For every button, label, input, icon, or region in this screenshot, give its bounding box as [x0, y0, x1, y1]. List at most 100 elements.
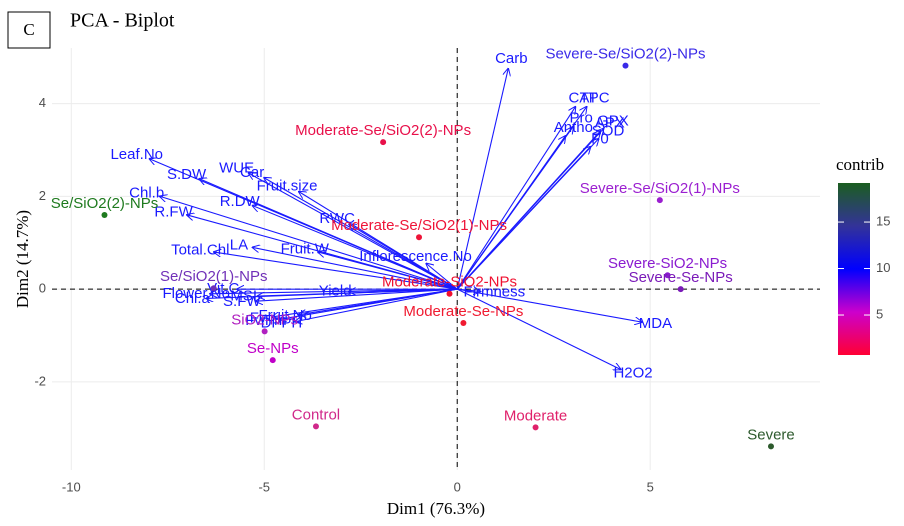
variable-arrow: [456, 107, 575, 290]
chart-title: PCA - Biplot: [70, 10, 175, 32]
variable-arrow: [456, 288, 620, 369]
variable-label: Carb: [495, 50, 528, 67]
variable-label: RWC: [319, 210, 355, 227]
variable-label: Inflorescence.No: [359, 248, 472, 265]
legend-title: contrib: [836, 155, 884, 174]
y-tick-label: 4: [39, 95, 46, 110]
y-tick-label: 2: [39, 188, 46, 203]
x-tick-label: 0: [454, 479, 461, 494]
individual-point: [210, 285, 217, 292]
variable-label: Antho: [554, 119, 593, 136]
variable-arrow: [349, 224, 458, 290]
variable-label: Fv.Fm: [245, 312, 286, 329]
individual-label: Moderate-Se/SiO2(2)-NPs: [295, 122, 471, 139]
y-axis-title: Dim2 (14.7%): [13, 210, 32, 308]
variable-label: TPC: [580, 90, 610, 107]
variable-arrow: [456, 69, 508, 290]
y-tick-label: 0: [39, 281, 46, 296]
variable-arrow: [199, 179, 458, 290]
variable-label: Fruit.size: [257, 177, 318, 194]
panel-box: [7, 11, 51, 49]
variable-label: Firmness: [463, 283, 525, 300]
individual-label: Se-NPs: [247, 340, 299, 357]
variable-arrow: [426, 264, 458, 290]
individual-point: [101, 211, 108, 218]
individual-label: Se/SiO2(2)-NPs: [51, 195, 159, 212]
individual-point: [622, 62, 629, 69]
variable-label: R.DW: [220, 193, 261, 210]
variable-arrow: [456, 131, 600, 290]
variable-label: CAT: [568, 89, 597, 106]
individual-point: [656, 197, 663, 204]
x-tick-label: -10: [62, 479, 81, 494]
variable-label: R.FW: [154, 203, 193, 220]
individual-label: Severe: [747, 426, 795, 443]
x-tick-label: -5: [258, 479, 270, 494]
colorbar-tick-label: 10: [876, 260, 890, 275]
variable-label: Total.Chl: [171, 242, 229, 259]
individual-label: Severe-Se-NPs: [629, 269, 733, 286]
individual-label: Moderate: [504, 407, 567, 424]
variable-label: LA: [230, 236, 248, 253]
variable-label: Fruit.W: [281, 240, 330, 257]
variable-label: Pro: [569, 110, 592, 127]
individual-label: Moderate-Se/SiO2(1)-NPs: [331, 217, 507, 234]
variable-arrow: [256, 288, 458, 301]
variable-label: Vit.C: [207, 280, 239, 297]
variable-arrow: [456, 147, 590, 290]
variable-label: APX: [595, 115, 625, 132]
variable-label: Leaf.No: [110, 146, 163, 163]
individual-point: [532, 424, 539, 431]
variable-label: WUE: [219, 159, 254, 176]
x-axis-title: Dim1 (76.3%): [387, 499, 485, 518]
variable-label: F0: [591, 130, 609, 147]
individual-point: [460, 319, 467, 326]
individual-point: [269, 357, 276, 364]
variable-label: Car: [240, 164, 264, 181]
colorbar-tick-label: 15: [876, 213, 890, 228]
individual-point: [767, 443, 774, 450]
individual-label: Se/SiO2(1)-NPs: [160, 268, 268, 285]
y-tick-label: -2: [34, 373, 46, 388]
individual-point: [677, 286, 684, 293]
variable-arrow: [210, 288, 458, 294]
individual-point: [380, 139, 387, 146]
variable-label: Fv: [250, 309, 267, 326]
variable-label: SOD: [592, 123, 625, 140]
variable-arrow: [214, 252, 458, 290]
variable-arrow: [295, 288, 458, 321]
individual-point: [416, 234, 423, 241]
individual-point: [664, 272, 671, 279]
individual-label: SiO2-NPs: [231, 311, 298, 328]
variable-arrow: [160, 196, 458, 290]
variable-arrow: [253, 206, 458, 290]
variable-label: GPX: [597, 112, 629, 129]
variable-arrow: [206, 288, 458, 298]
variable-arrow: [264, 178, 458, 290]
individual-point: [261, 328, 268, 335]
individual-label: Moderate-Se-NPs: [403, 303, 523, 320]
variable-arrow: [457, 289, 480, 291]
x-tick-label: 5: [647, 479, 654, 494]
variable-arrow: [253, 247, 458, 290]
individual-point: [446, 290, 453, 297]
individual-point: [312, 423, 319, 430]
variable-label: MDA: [639, 315, 672, 332]
individual-label: Moderate-SiO2-NPs: [382, 274, 517, 291]
variable-label: Chl.a: [175, 290, 211, 307]
individual-label: Severe-Se/SiO2(1)-NPs: [580, 180, 740, 197]
variable-label: Chl.b: [129, 184, 164, 201]
individual-label: Severe-SiO2-NPs: [608, 255, 727, 272]
variable-arrow: [456, 136, 565, 290]
variable-arrow: [318, 252, 458, 290]
variable-label: H2O2: [613, 365, 652, 382]
colorbar-tick-label: 5: [876, 306, 883, 321]
variable-arrow: [272, 288, 458, 317]
variable-arrow: [457, 288, 641, 322]
variable-label: S.DW: [167, 166, 207, 183]
variable-arrow: [280, 288, 458, 319]
panel-label: C: [23, 20, 34, 39]
individual-label: Severe-Se/SiO2(2)-NPs: [545, 46, 705, 63]
individual-label: Control: [292, 406, 340, 423]
